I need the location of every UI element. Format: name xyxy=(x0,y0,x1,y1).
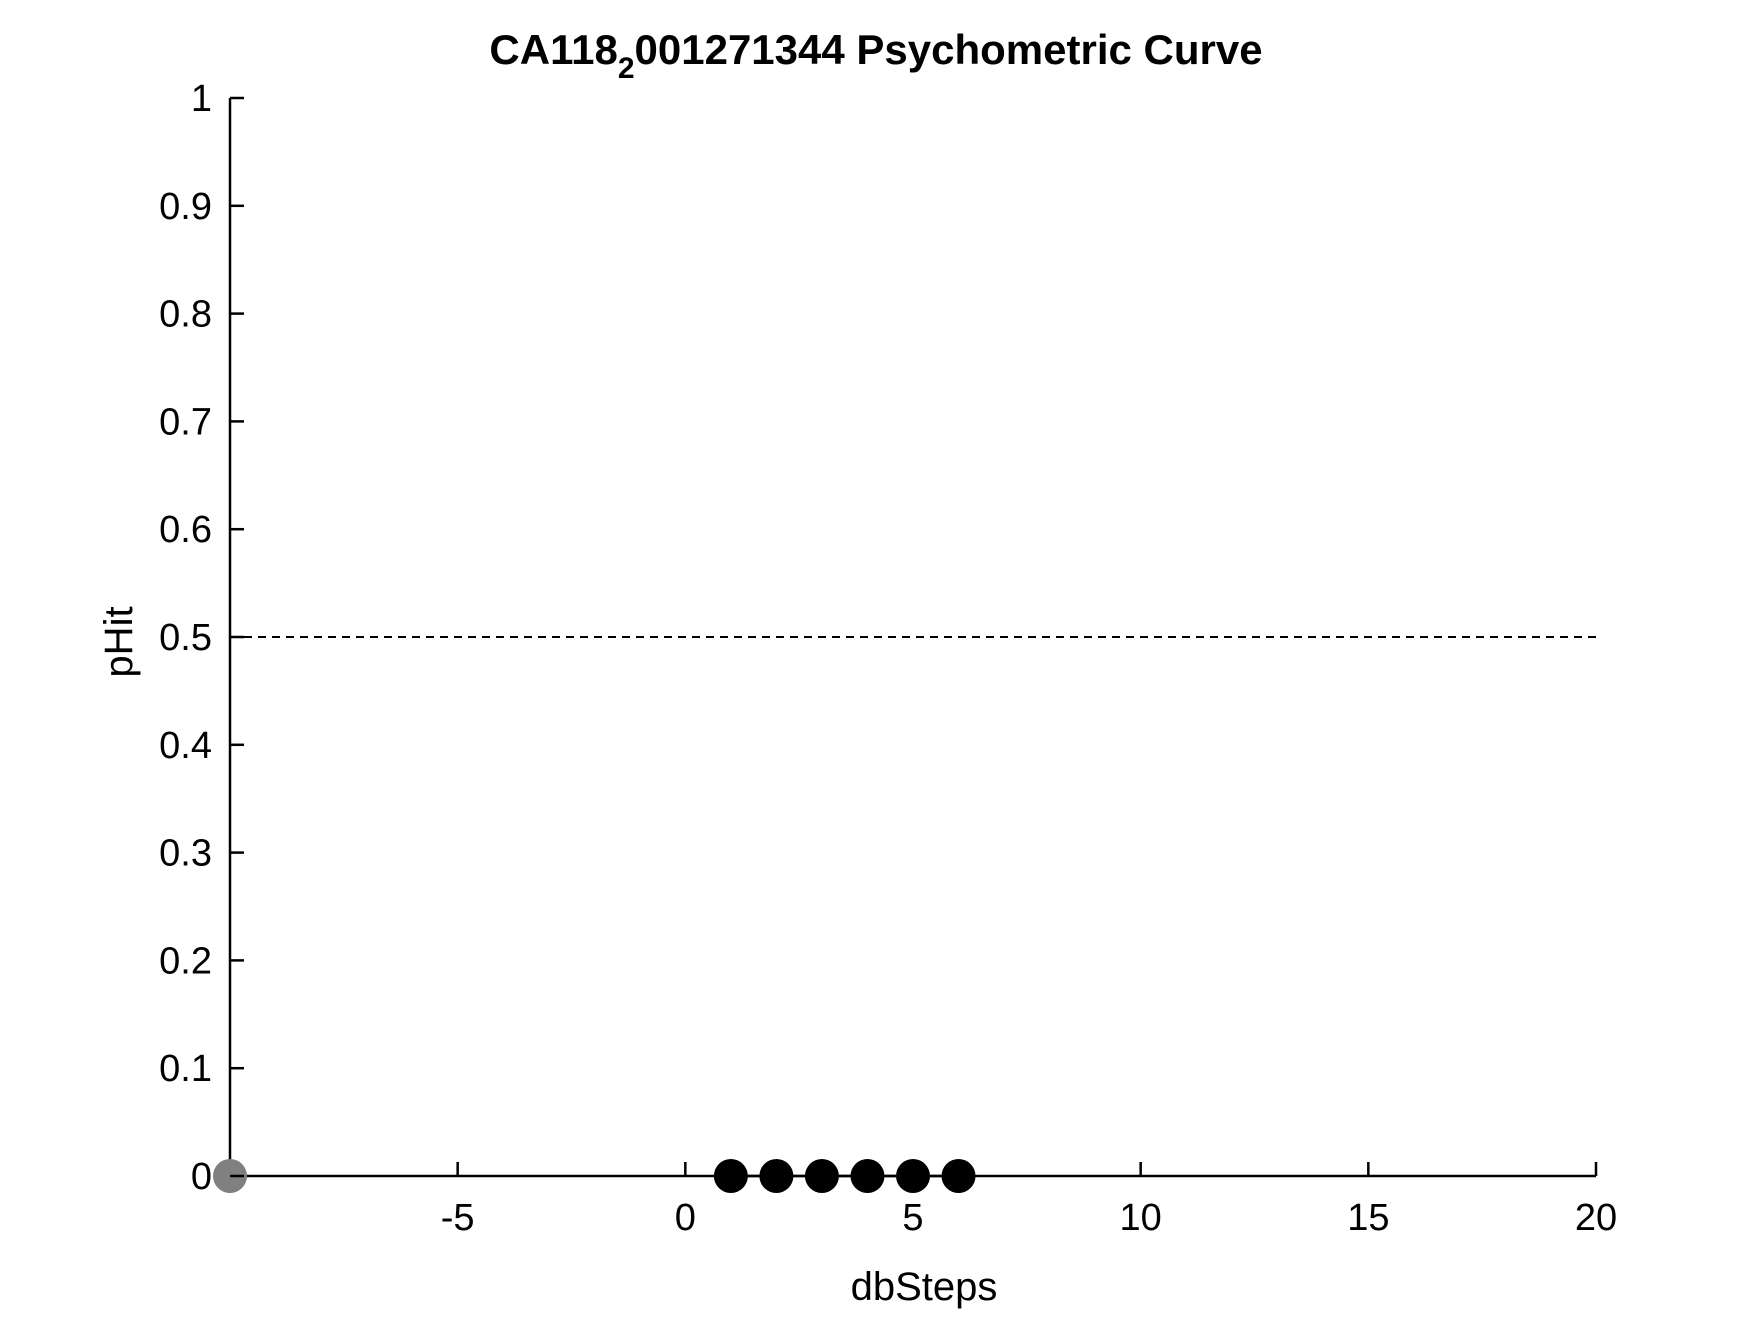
y-tick-label: 0.9 xyxy=(159,186,212,228)
y-tick-label: 0.3 xyxy=(159,833,212,875)
x-tick-label: -5 xyxy=(441,1197,475,1239)
series-layer xyxy=(213,1159,976,1193)
series-1-point-1 xyxy=(759,1159,794,1193)
y-tick-label: 0.7 xyxy=(159,401,212,443)
ticks-layer: 0 0.1 0.2 0.3 0.4 0.5 0.6 0.7 0.8 0.9 1 -5 0 5 10 15 20 xyxy=(159,78,1617,1239)
y-tick-label: 0.2 xyxy=(159,940,212,982)
x-tick-label: 20 xyxy=(1575,1197,1617,1239)
y-tick-label: 0.8 xyxy=(159,294,212,336)
x-axis-title: dbSteps xyxy=(851,1265,998,1309)
y-tick-label: 0.4 xyxy=(159,725,212,767)
x-tick-label: 15 xyxy=(1347,1197,1389,1239)
axes-layer xyxy=(228,98,1596,1178)
series-1-point-3 xyxy=(850,1159,885,1193)
y-tick-label: 0 xyxy=(191,1156,212,1198)
series-1-point-2 xyxy=(804,1159,839,1193)
y-tick-label: 0.5 xyxy=(159,617,212,659)
y-tick-label: 1 xyxy=(191,78,212,120)
y-tick-label: 0.6 xyxy=(159,509,212,551)
x-tick-label: 0 xyxy=(675,1197,696,1239)
x-tick-label: 10 xyxy=(1120,1197,1162,1239)
chart-title-rest: 001271344 Psychometric Curve xyxy=(635,26,1263,73)
series-1-point-0 xyxy=(713,1159,748,1193)
y-tick-label: 0.1 xyxy=(159,1048,212,1090)
chart-title-main: CA118 xyxy=(489,26,617,73)
x-tick-label: 5 xyxy=(902,1197,923,1239)
y-axis-title: pHit xyxy=(97,606,141,677)
series-1-point-5 xyxy=(941,1159,976,1193)
chart-title: CA1182001271344 Psychometric Curve xyxy=(489,26,1262,85)
chart-title-subscript: 2 xyxy=(618,52,635,85)
